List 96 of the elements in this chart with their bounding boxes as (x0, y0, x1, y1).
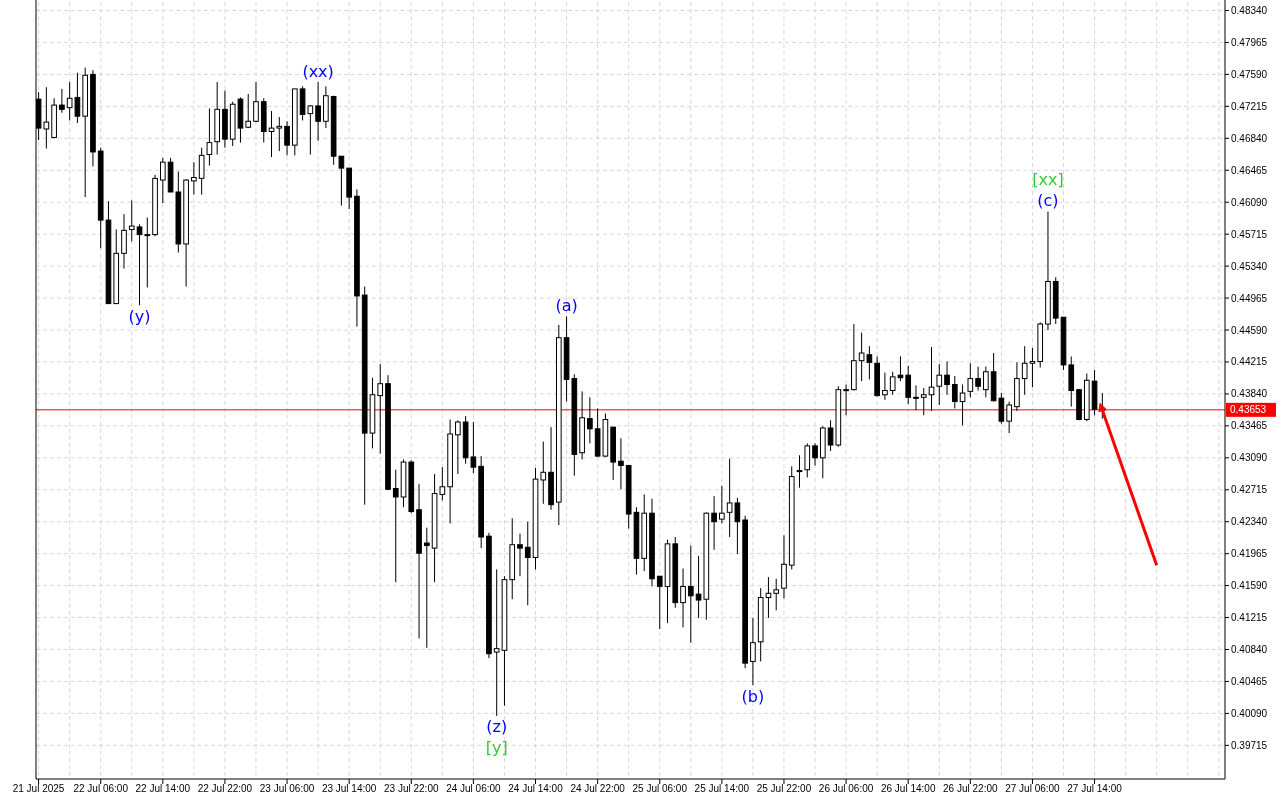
annotation: (c) (1037, 191, 1059, 211)
candlestick (944, 361, 950, 396)
candlestick (59, 88, 65, 114)
x-tick-label: 26 Jul 14:00 (880, 783, 936, 794)
candlestick (719, 485, 725, 524)
candlestick (656, 575, 663, 630)
candlestick (524, 521, 531, 606)
y-tick-label: 0.45340 (1231, 260, 1268, 272)
candlestick (423, 527, 430, 649)
y-tick-label: 0.41215 (1231, 612, 1268, 624)
x-tick-label: 24 Jul 22:00 (570, 783, 626, 794)
candlestick (1006, 401, 1012, 434)
annotation: (a) (555, 295, 578, 315)
y-tick-label: 0.46090 (1231, 196, 1268, 208)
x-tick-label: 21 Jul 2025 (12, 783, 65, 794)
y-tick-label: 0.43090 (1231, 452, 1268, 464)
candlestick (812, 442, 818, 466)
y-tick-label: 0.43465 (1231, 420, 1268, 432)
candlestick (253, 81, 259, 123)
x-tick-label: 23 Jul 22:00 (384, 783, 439, 794)
candlestick (781, 534, 787, 599)
y-tick-label: 0.44215 (1231, 356, 1268, 368)
candlestick (750, 617, 756, 686)
candlestick (843, 384, 849, 416)
y-tick-label: 0.39715 (1231, 739, 1268, 751)
y-tick-label: 0.42340 (1231, 516, 1268, 528)
candlestick (198, 147, 205, 196)
candlestick (680, 568, 686, 628)
annotation: (z) (486, 717, 508, 737)
candlestick (882, 372, 888, 401)
x-tick-label: 23 Jul 06:00 (259, 783, 315, 794)
y-tick-label: 0.48340 (1231, 5, 1268, 17)
candlestick (587, 396, 593, 444)
y-tick-label: 0.43840 (1231, 388, 1268, 400)
y-tick-label: 0.47215 (1231, 100, 1268, 112)
candlestick (455, 419, 461, 475)
y-tick-label: 0.44590 (1231, 324, 1268, 336)
y-tick-label: 0.40090 (1231, 707, 1268, 719)
candlestick (284, 120, 290, 156)
candlestick (975, 366, 981, 391)
y-tick-label: 0.47965 (1231, 36, 1268, 48)
candlestick (618, 437, 624, 490)
x-tick-label: 24 Jul 06:00 (446, 783, 502, 794)
y-tick-label: 0.41590 (1231, 580, 1268, 592)
x-tick-label: 25 Jul 14:00 (694, 783, 750, 794)
y-tick-label: 0.42715 (1231, 484, 1268, 496)
candlestick (951, 375, 958, 409)
x-tick-label: 22 Jul 06:00 (73, 783, 129, 794)
candlestick (967, 362, 974, 398)
y-tick-label: 0.40465 (1231, 675, 1268, 687)
candlestick (206, 108, 213, 167)
x-tick-label: 27 Jul 06:00 (1005, 783, 1061, 794)
x-tick-label: 22 Jul 22:00 (197, 783, 253, 794)
candlestick (392, 469, 399, 583)
candlestick (245, 93, 252, 129)
x-tick-label: 26 Jul 06:00 (818, 783, 874, 794)
x-tick-label: 25 Jul 06:00 (632, 783, 688, 794)
y-tick-label: 0.40840 (1231, 644, 1268, 655)
y-tick-label: 0.46840 (1231, 132, 1268, 144)
candlestick (959, 384, 966, 426)
y-tick-label: 0.44965 (1231, 292, 1268, 304)
candlestick (804, 442, 811, 478)
x-tick-label: 25 Jul 22:00 (756, 783, 812, 794)
annotation: [xx] (1032, 170, 1064, 190)
annotation: (b) (741, 686, 765, 706)
x-tick-label: 26 Jul 22:00 (943, 783, 998, 794)
candlestick (928, 346, 935, 412)
y-tick-label: 0.46465 (1231, 164, 1268, 176)
candlestick (936, 363, 943, 406)
candlestick (128, 200, 135, 242)
candlestick (517, 533, 523, 577)
candlestick (315, 81, 321, 142)
candlestick (191, 161, 197, 196)
candlestick (773, 578, 780, 611)
y-tick-label: 0.41965 (1231, 548, 1268, 560)
x-tick-label: 23 Jul 14:00 (321, 783, 377, 794)
ref-line-label: 0.43653 (1230, 404, 1267, 416)
y-tick-label: 0.47590 (1231, 68, 1268, 80)
annotation: (xx) (302, 61, 334, 81)
candlestick (687, 545, 694, 644)
x-tick-label: 24 Jul 14:00 (508, 783, 564, 794)
candlestick (920, 387, 927, 416)
annotation: [y] (485, 738, 508, 758)
candlestick (983, 366, 989, 398)
candlestick (913, 384, 919, 411)
candlestick (540, 441, 547, 505)
candlestick (377, 363, 384, 455)
annotation: (y) (128, 306, 151, 326)
x-tick-label: 22 Jul 14:00 (135, 783, 191, 794)
candlestick (796, 454, 803, 489)
candlestick (711, 495, 717, 551)
candlestick (121, 213, 127, 270)
x-tick-label: 27 Jul 14:00 (1067, 783, 1123, 794)
candlestick (159, 157, 166, 204)
candlestick (905, 365, 912, 405)
y-tick-label: 0.45715 (1231, 228, 1268, 240)
